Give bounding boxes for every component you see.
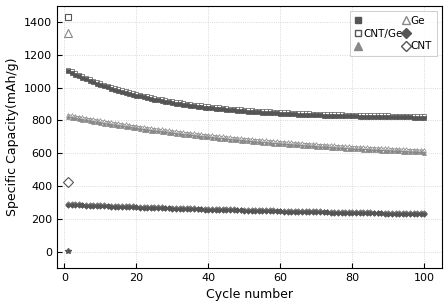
Legend:  , CNT/Ge,  , Ge,  , CNT: , CNT/Ge, , Ge, , CNT bbox=[350, 11, 437, 56]
X-axis label: Cycle number: Cycle number bbox=[206, 289, 293, 301]
Y-axis label: Specific Capacity(mAh/g): Specific Capacity(mAh/g) bbox=[5, 57, 18, 216]
